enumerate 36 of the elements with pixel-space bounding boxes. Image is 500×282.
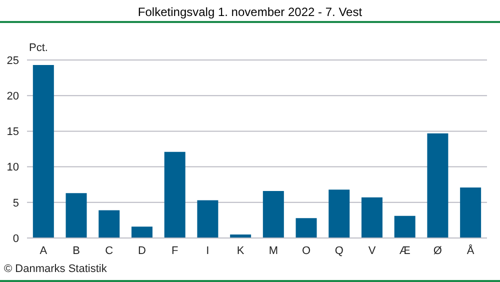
x-tick-label: I (206, 244, 210, 257)
y-tick-label: 10 (6, 162, 19, 174)
chart-title: Folketingsvalg 1. november 2022 - 7. Vest (136, 5, 364, 19)
x-tick-label: O (302, 244, 312, 257)
bar (361, 197, 382, 238)
bar (197, 200, 218, 238)
bar (66, 193, 87, 238)
bar (262, 191, 284, 238)
bar (32, 64, 54, 238)
x-tick-label: Q (334, 244, 344, 257)
x-tick-label: C (105, 244, 114, 257)
bar (394, 216, 416, 238)
y-tick-label: 20 (6, 90, 19, 103)
x-tick-label: M (268, 244, 278, 257)
x-tick-label: K (236, 244, 245, 257)
y-tick-label: 25 (6, 54, 19, 67)
y-axis-title: Pct. (29, 42, 48, 54)
y-tick-label: 15 (6, 126, 19, 138)
y-tick-label: 5 (12, 197, 19, 210)
x-tick-label: Å (466, 244, 475, 257)
bar (328, 190, 350, 238)
bar (131, 226, 152, 238)
x-tick-label: D (138, 244, 146, 257)
x-tick-label: A (40, 244, 48, 257)
bar (98, 210, 120, 238)
x-tick-label: B (72, 244, 80, 257)
bar (296, 218, 317, 238)
bar (427, 133, 448, 238)
x-tick-label: Ø (433, 244, 442, 257)
x-tick-label: F (171, 244, 178, 257)
x-tick-label: Æ (399, 244, 410, 257)
x-tick-label: V (368, 244, 376, 257)
bar (164, 152, 186, 238)
y-tick-label: 0 (12, 232, 19, 245)
text: © Danmarks Statistik (4, 263, 107, 275)
bar (460, 187, 482, 238)
